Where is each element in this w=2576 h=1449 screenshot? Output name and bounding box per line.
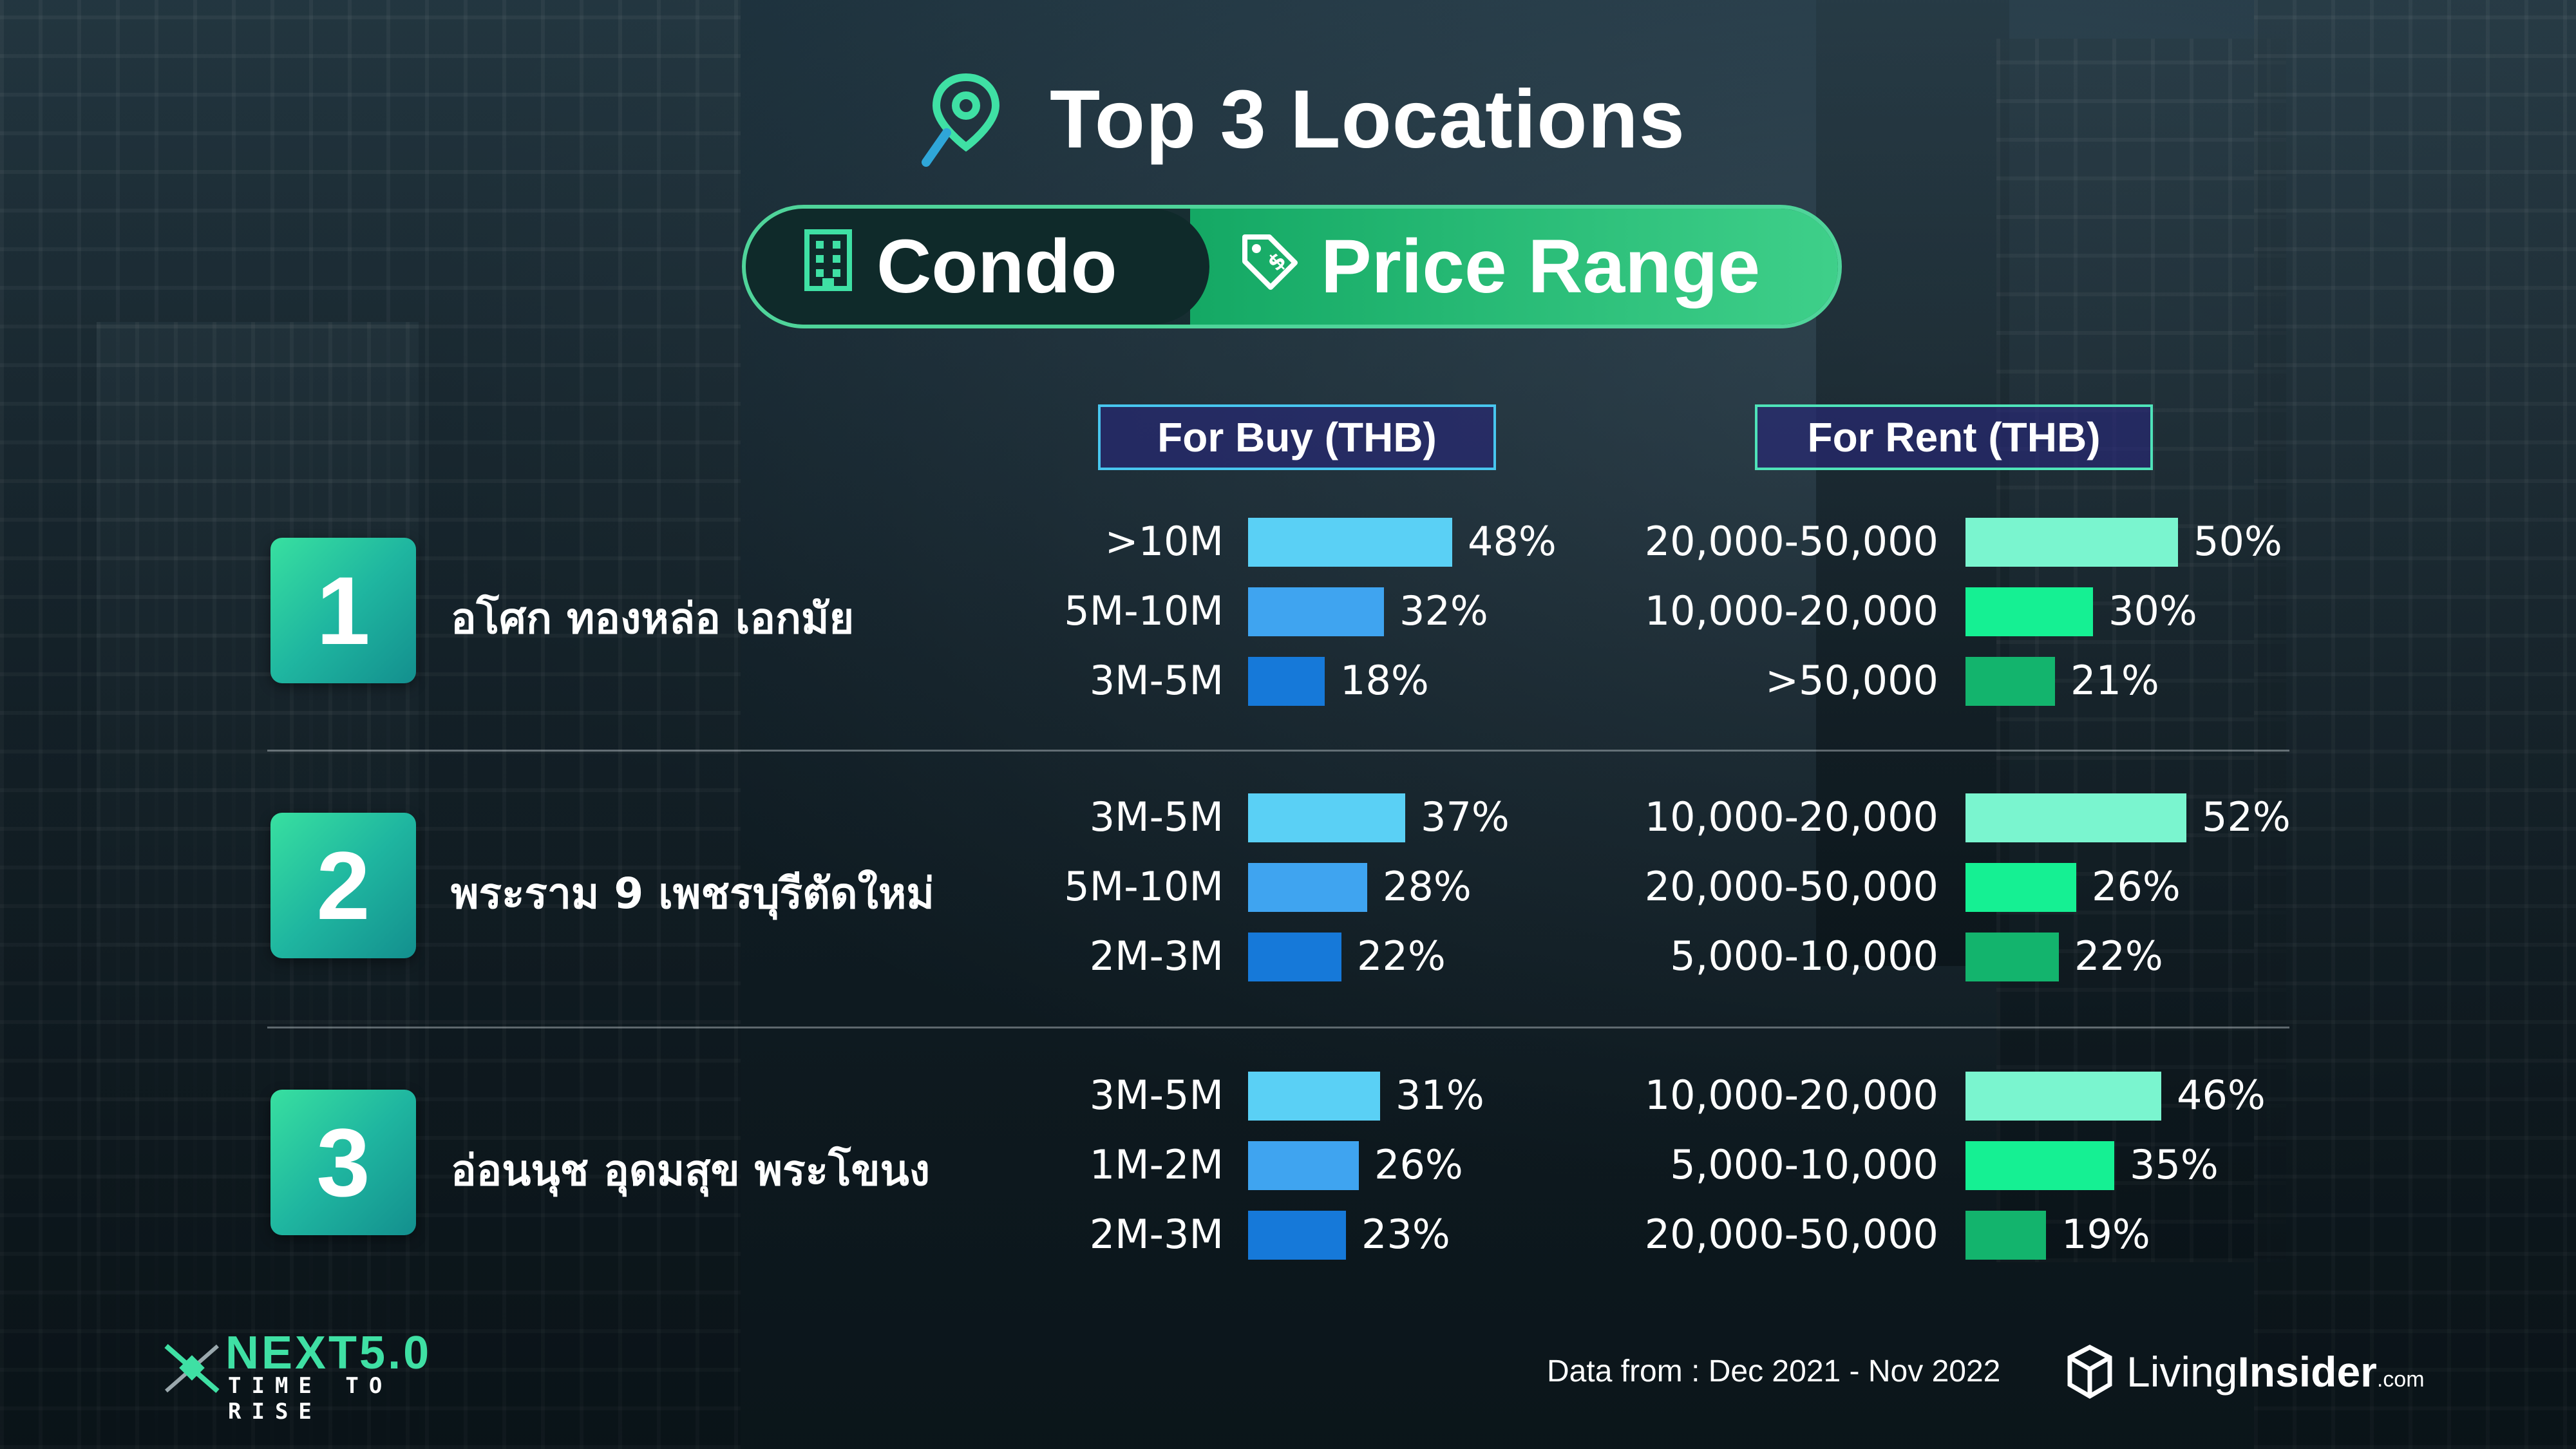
buy-bar <box>1248 1211 1346 1260</box>
rent-bar <box>1965 1211 2046 1260</box>
buy-range-label: >10M <box>1104 518 1224 565</box>
brand-bold: Insider <box>2237 1348 2377 1396</box>
location-search-icon <box>921 71 1011 167</box>
buy-percent-label: 32% <box>1399 587 1488 634</box>
rent-bar <box>1965 1072 2161 1121</box>
buy-bar <box>1248 657 1325 706</box>
building-icon <box>800 223 856 310</box>
buy-bar <box>1248 863 1367 912</box>
rank-badge-1: 1 <box>270 538 416 683</box>
rent-percent-label: 35% <box>2130 1141 2219 1188</box>
cube-icon <box>2067 1345 2112 1399</box>
rent-bar <box>1965 793 2186 842</box>
buy-bar <box>1248 518 1452 567</box>
rent-percent-label: 46% <box>2177 1072 2266 1119</box>
pill-right-segment <box>1190 209 1838 325</box>
logo-title: NEXT5.0 <box>225 1327 432 1379</box>
buy-bar <box>1248 587 1384 636</box>
page-title: Top 3 Locations <box>1050 73 1685 166</box>
buy-percent-label: 31% <box>1396 1072 1484 1119</box>
rent-percent-label: 30% <box>2108 587 2197 634</box>
rent-range-label: 5,000-10,000 <box>1670 933 1938 980</box>
buy-range-label: 5M-10M <box>1064 863 1224 910</box>
pill-price-range-label: Price Range <box>1321 224 1761 309</box>
rent-bar <box>1965 1141 2114 1190</box>
rent-percent-label: 50% <box>2193 518 2282 565</box>
buy-bar <box>1248 1072 1380 1121</box>
satellite-icon <box>164 1343 220 1394</box>
buy-percent-label: 18% <box>1340 657 1429 704</box>
data-source: Data from : Dec 2021 - Nov 2022 <box>1547 1354 2001 1388</box>
next-logo: NEXT5.0 TIME TO RISE <box>161 1327 496 1425</box>
location-name-1: อโศก ทองหล่อ เอกมัย <box>451 594 855 643</box>
buy-percent-label: 23% <box>1361 1211 1450 1258</box>
rent-range-label: 10,000-20,000 <box>1644 793 1938 840</box>
rank-badge-2: 2 <box>270 813 416 958</box>
category-pill: Condo $ Price Range <box>742 205 1842 328</box>
rent-bar <box>1965 933 2059 981</box>
rent-range-label: >50,000 <box>1765 657 1938 704</box>
rent-percent-label: 19% <box>2061 1211 2150 1258</box>
rent-range-label: 20,000-50,000 <box>1644 1211 1938 1258</box>
rent-bar <box>1965 863 2076 912</box>
logo-subtitle: TIME TO RISE <box>228 1373 393 1425</box>
row-divider <box>267 1027 2289 1028</box>
rent-range-label: 20,000-50,000 <box>1644 863 1938 910</box>
rent-range-label: 10,000-20,000 <box>1644 587 1938 634</box>
rent-percent-label: 22% <box>2074 933 2163 980</box>
rent-bar <box>1965 518 2178 567</box>
rent-percent-label: 26% <box>2092 863 2181 910</box>
rent-bar <box>1965 587 2093 636</box>
buy-range-label: 5M-10M <box>1064 587 1224 634</box>
rent-range-label: 5,000-10,000 <box>1670 1141 1938 1188</box>
rent-percent-label: 21% <box>2070 657 2159 704</box>
rank-badge-3: 3 <box>270 1090 416 1235</box>
buy-range-label: 3M-5M <box>1089 657 1224 704</box>
header: Top 3 Locations <box>921 71 1685 167</box>
buy-range-label: 3M-5M <box>1089 1072 1224 1119</box>
brand-name: LivingInsider.com <box>2126 1347 2425 1396</box>
buy-percent-label: 26% <box>1374 1141 1463 1188</box>
rent-range-label: 20,000-50,000 <box>1644 518 1938 565</box>
buy-bar <box>1248 933 1341 981</box>
pill-price-range: $ Price Range <box>1238 209 1760 325</box>
buy-percent-label: 28% <box>1383 863 1472 910</box>
buy-range-label: 3M-5M <box>1089 793 1224 840</box>
buy-percent-label: 37% <box>1421 793 1510 840</box>
rent-percent-label: 52% <box>2202 793 2291 840</box>
buy-percent-label: 48% <box>1468 518 1557 565</box>
location-name-3: อ่อนนุช อุดมสุข พระโขนง <box>451 1146 930 1195</box>
buy-bar <box>1248 1141 1359 1190</box>
buy-range-label: 2M-3M <box>1089 933 1224 980</box>
brand-suffix: .com <box>2376 1367 2425 1392</box>
pill-condo: Condo <box>800 209 1117 325</box>
row-divider <box>267 750 2289 752</box>
pill-condo-label: Condo <box>876 224 1117 309</box>
brand-prefix: Living <box>2126 1348 2238 1396</box>
location-name-2: พระราม 9 เพชรบุรีตัดใหม่ <box>451 869 934 918</box>
price-tag-icon: $ <box>1238 223 1300 310</box>
living-insider-logo: LivingInsider.com <box>2067 1343 2425 1401</box>
pill-left-segment <box>746 209 1209 325</box>
buy-range-label: 1M-2M <box>1089 1141 1224 1188</box>
rent-range-label: 10,000-20,000 <box>1644 1072 1938 1119</box>
buy-bar <box>1248 793 1405 842</box>
buy-percent-label: 22% <box>1357 933 1446 980</box>
rent-bar <box>1965 657 2055 706</box>
for-rent-header: For Rent (THB) <box>1755 404 2153 470</box>
for-buy-header: For Buy (THB) <box>1098 404 1496 470</box>
buy-range-label: 2M-3M <box>1089 1211 1224 1258</box>
